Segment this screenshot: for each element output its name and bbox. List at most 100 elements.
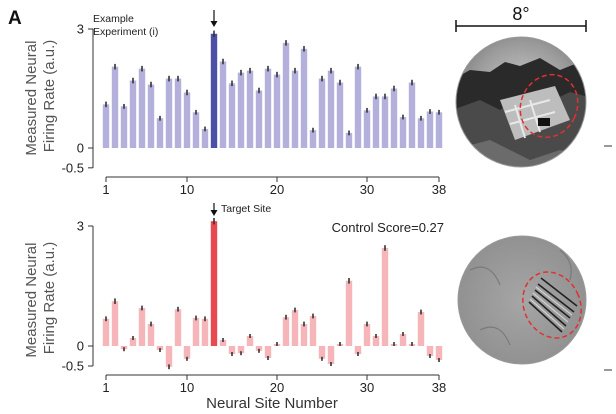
- top-bar-site-10: [183, 92, 191, 148]
- bottom-bar-site-23: [300, 324, 308, 346]
- bottom-bar-site-4: [129, 338, 137, 346]
- bottom-x-tick-label: 38: [432, 380, 446, 395]
- bottom-bar-site-14: [219, 340, 227, 346]
- top-bar-site-36: [417, 118, 425, 148]
- top-bar-site-23: [300, 48, 308, 149]
- top-bar-site-6: [147, 84, 155, 148]
- bottom-bar-site-36: [417, 312, 425, 346]
- top-bar-site-34: [399, 117, 407, 148]
- top-x-tick-label: 20: [270, 182, 284, 197]
- top-bar-site-33: [390, 88, 398, 148]
- bottom-bar-site-19: [264, 346, 272, 358]
- top-bar-site-2: [111, 66, 119, 148]
- bottom-bar-site-38: [435, 346, 443, 360]
- bottom-bar-site-37: [426, 346, 434, 356]
- bottom-bar-site-2: [111, 301, 119, 346]
- bottom-bar-site-13: [210, 221, 218, 346]
- top-x-tick-label: 38: [432, 182, 446, 197]
- bottom-bar-site-15: [228, 346, 236, 354]
- bottom-bar-site-25: [318, 346, 326, 359]
- x-axis-label: Neural Site Number: [206, 395, 338, 412]
- top-bar-site-14: [219, 61, 227, 148]
- top-bar-site-20: [273, 74, 281, 148]
- top-bar-site-7: [156, 118, 164, 148]
- bottom-bar-site-26: [327, 346, 335, 364]
- top-bar-site-28: [345, 132, 353, 148]
- top-bar-site-5: [138, 68, 146, 148]
- bottom-bar-site-32: [381, 248, 389, 346]
- top-x-tick-label: 30: [360, 182, 374, 197]
- top-bar-site-38: [435, 112, 443, 148]
- top-highlight-arrow-head: [210, 21, 218, 27]
- top-bar-site-1: [102, 104, 110, 148]
- bottom-x-tick-label: 10: [180, 380, 194, 395]
- top-bar-site-4: [129, 80, 137, 148]
- bottom-bar-site-1: [102, 318, 110, 346]
- top-bar-site-35: [408, 82, 416, 148]
- example-experiment-annotation-line1: Example: [93, 13, 134, 25]
- scale-bar-label: 8°: [512, 4, 529, 24]
- bottom-bar-site-18: [255, 346, 263, 351]
- top-y-axis-label-line2: Firing Rate (a.u.): [41, 40, 58, 153]
- top-bar-site-11: [192, 112, 200, 148]
- top-bar-site-26: [327, 70, 335, 148]
- bottom-bar-site-28: [345, 280, 353, 346]
- bottom-bar-site-34: [399, 334, 407, 346]
- bottom-bar-site-16: [237, 346, 245, 354]
- bottom-bar-site-29: [354, 346, 362, 354]
- top-y-tick-label: 3: [77, 22, 84, 37]
- top-bar-site-37: [426, 111, 434, 148]
- panel-label: A: [8, 8, 22, 29]
- synthetic-image-stimulus: [457, 235, 587, 365]
- bottom-bar-site-5: [138, 308, 146, 346]
- top-bar-site-18: [255, 90, 263, 148]
- top-bar-site-27: [336, 82, 344, 148]
- top-bar-site-15: [228, 83, 236, 148]
- bottom-y-axis-label-line1: Measured Neural: [23, 243, 40, 358]
- bottom-y-tick-label: 3: [77, 219, 84, 234]
- control-score-label: Control Score=0.27: [332, 220, 444, 235]
- bottom-y-tick-label: -0.5: [62, 359, 84, 374]
- top-x-tick-label: 1: [102, 182, 109, 197]
- bottom-bar-site-31: [372, 336, 380, 346]
- top-bar-site-25: [318, 78, 326, 148]
- bottom-bar-site-9: [174, 309, 182, 346]
- bottom-bar-site-8: [165, 346, 173, 367]
- top-bar-site-31: [372, 96, 380, 148]
- bottom-bar-site-30: [363, 324, 371, 346]
- bottom-x-tick-label: 20: [270, 380, 284, 395]
- top-bar-site-17: [246, 70, 254, 148]
- natural-image-stimulus: [455, 36, 587, 168]
- top-bar-site-30: [363, 110, 371, 148]
- top-bar-site-22: [291, 70, 299, 148]
- top-bar-site-8: [165, 78, 173, 148]
- top-bar-site-16: [237, 72, 245, 148]
- top-y-axis-label: Measured Neural Firing Rate (a.u.): [23, 36, 58, 155]
- top-bar-site-12: [201, 128, 209, 148]
- bottom-bar-site-22: [291, 310, 299, 346]
- bottom-x-tick-label: 30: [360, 380, 374, 395]
- top-bar-site-29: [354, 66, 362, 148]
- bottom-bar-site-12: [201, 318, 209, 346]
- bottom-bar-site-17: [246, 336, 254, 346]
- top-bar-site-19: [264, 68, 272, 148]
- scale-bar: 8°: [455, 4, 587, 32]
- bottom-chart: Measured Neural Firing Rate (a.u.) Targe…: [23, 203, 446, 412]
- bottom-y-axis-label: Measured Neural Firing Rate (a.u.): [23, 238, 58, 357]
- bottom-x-tick-label: 1: [102, 380, 109, 395]
- bottom-y-axis-label-line2: Firing Rate (a.u.): [41, 242, 58, 355]
- top-y-tick-label: -0.5: [62, 160, 84, 175]
- top-bar-site-21: [282, 42, 290, 149]
- top-chart: Measured Neural Firing Rate (a.u.) Examp…: [23, 10, 446, 197]
- bottom-bar-site-6: [147, 324, 155, 346]
- bottom-bar-site-10: [183, 346, 191, 359]
- bottom-highlight-arrow-head: [210, 210, 218, 216]
- top-bar-site-24: [309, 130, 317, 148]
- top-bar-site-9: [174, 78, 182, 148]
- bottom-bar-site-21: [282, 317, 290, 346]
- bottom-y-tick-label: 0: [77, 339, 84, 354]
- bottom-bar-site-24: [309, 316, 317, 346]
- example-experiment-annotation-line2: Experiment (i): [93, 26, 158, 38]
